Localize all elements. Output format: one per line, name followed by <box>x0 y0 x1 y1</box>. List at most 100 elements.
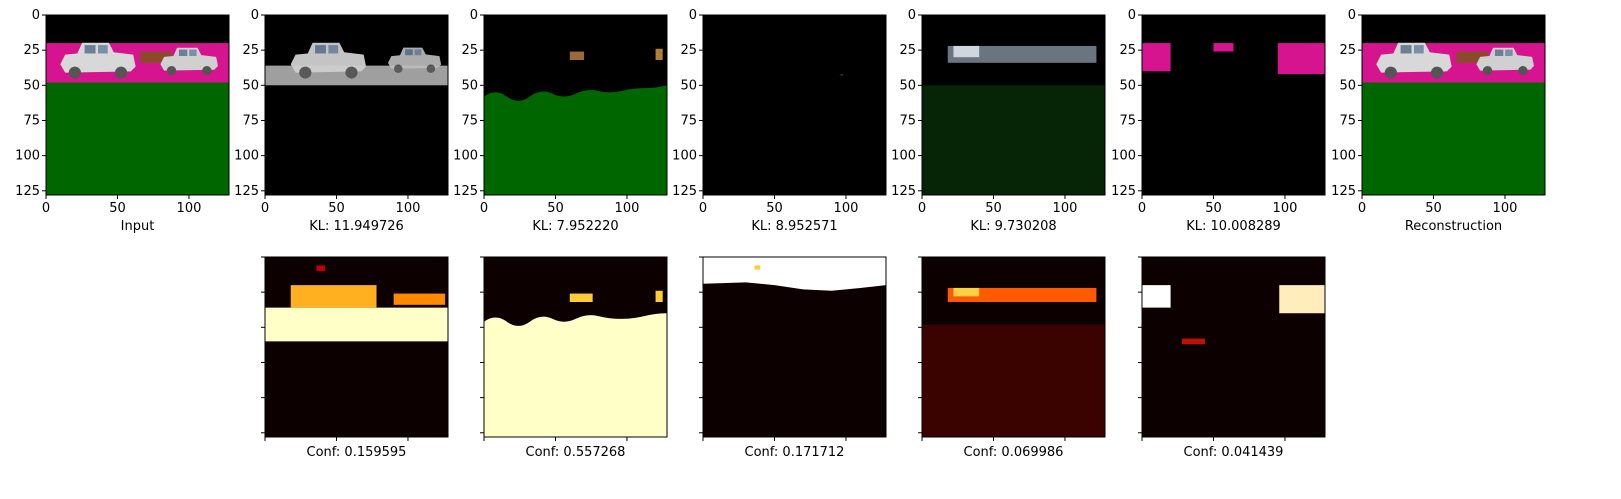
row1-panel-4: 0 50 100 0 25 50 75 100 125 KL: 8.952571 <box>672 8 887 234</box>
row1-panel-5-xtick-label: 50 <box>985 201 1002 216</box>
row1-panel-4-xtick-label: 100 <box>834 201 859 216</box>
row1-panel-1-xtick-label: 50 <box>109 201 126 216</box>
row1-panel-1-ytick-label: 125 <box>15 184 40 199</box>
row1-panel-6-ytick-label: 75 <box>1119 113 1136 128</box>
row1-panel-2-ytick-label: 100 <box>234 149 259 164</box>
row2-panel-3-content <box>703 257 886 437</box>
row1-panel-7-ytick-label: 125 <box>1331 184 1356 199</box>
row1-panel-7-caption: Reconstruction <box>1404 219 1503 234</box>
row2-panel-4: Conf: 0.069986 <box>918 256 1106 460</box>
row2-panel-1-caption: Conf: 0.159595 <box>306 445 407 460</box>
row1-panel-5-xtick-label: 100 <box>1053 201 1078 216</box>
row1-panel-6-xtick-label: 0 <box>1138 201 1146 216</box>
row2-panel-4-frame <box>921 256 1106 438</box>
row1-panel-1-frame <box>45 14 230 196</box>
row1-panel-3-xtick-label: 50 <box>547 201 564 216</box>
row1-panel-4-content <box>703 15 886 195</box>
row2-panel-2-caption: Conf: 0.557268 <box>525 445 626 460</box>
row1-panel-7-xtick-label: 50 <box>1425 201 1442 216</box>
row1-panel-6-ytick-label: 100 <box>1111 149 1136 164</box>
row1-panel-1: 0 50 100 0 25 50 75 100 125 Input <box>15 8 230 234</box>
row1-panel-3-ytick-label: 0 <box>470 8 478 23</box>
row1-panel-7-image: 0 50 100 0 25 50 75 100 125 <box>1331 8 1546 216</box>
row1-panel-6-ytick-label: 50 <box>1119 78 1136 93</box>
row1-panel-1-ytick-label: 100 <box>15 149 40 164</box>
row1-panel-6: 0 50 100 0 25 50 75 100 125 KL: 10.008289 <box>1111 8 1326 234</box>
row1-panel-6-content <box>1142 15 1325 195</box>
row1-panel-5-ytick-label: 25 <box>899 43 916 58</box>
row2-panel-4-caption: Conf: 0.069986 <box>963 445 1064 460</box>
row1-panel-6-frame <box>1141 14 1326 196</box>
row1-panel-4-ytick-label: 125 <box>672 184 697 199</box>
row1-panel-4-ytick-label: 0 <box>689 8 697 23</box>
row2-panel-5-caption: Conf: 0.041439 <box>1183 445 1284 460</box>
row1-panel-4-xtick-label: 50 <box>766 201 783 216</box>
row1-panel-5-ytick-label: 100 <box>891 149 916 164</box>
row1-panel-4-frame <box>702 14 887 196</box>
row2-panel-1-content <box>265 257 448 437</box>
row1-panel-3-ytick-label: 25 <box>461 43 478 58</box>
row1-panel-4-ytick-label: 25 <box>680 43 697 58</box>
row1-panel-3-frame <box>483 14 668 196</box>
row2-panel-4-content <box>922 257 1105 437</box>
row1-panel-6-xtick-label: 100 <box>1273 201 1298 216</box>
row1-panel-3: 0 50 100 0 25 50 75 100 125 KL: 7.952220 <box>453 8 668 234</box>
row2-panel-1-frame <box>264 256 449 438</box>
row1-panel-7-ytick-label: 25 <box>1339 43 1356 58</box>
row1-panel-7-xtick-label: 100 <box>1493 201 1518 216</box>
row1-panel-5-xtick-label: 0 <box>918 201 926 216</box>
row2-panel-2-image <box>480 256 668 441</box>
row1-panel-3-content <box>484 15 667 195</box>
row2-panel-1-image <box>261 256 449 441</box>
row1-panel-5-ytick-label: 50 <box>899 78 916 93</box>
row1-panel-2-xtick-label: 100 <box>396 201 421 216</box>
row1-panel-4-caption: KL: 8.952571 <box>751 219 838 234</box>
row1-panel-4-ytick-label: 75 <box>680 113 697 128</box>
row2-panel-2-frame <box>483 256 668 438</box>
row1-panel-6-caption: KL: 10.008289 <box>1186 219 1281 234</box>
row1-panel-1-caption: Input <box>120 219 155 234</box>
row1-panel-2-caption: KL: 11.949726 <box>309 219 404 234</box>
row1-panel-7-frame <box>1361 14 1546 196</box>
row1-panel-7-ytick-label: 50 <box>1339 78 1356 93</box>
row1-panel-2-ytick-label: 0 <box>251 8 259 23</box>
row1-panel-1-ytick-label: 0 <box>32 8 40 23</box>
row2-panel-2-content <box>484 257 667 437</box>
row1-panel-7-ytick-label: 100 <box>1331 149 1356 164</box>
row1-panel-3-ytick-label: 50 <box>461 78 478 93</box>
row1-panel-1-ytick-label: 75 <box>23 113 40 128</box>
row2-panel-5-frame <box>1141 256 1326 438</box>
row2-panel-3-frame <box>702 256 887 438</box>
row1-panel-2: 0 50 100 0 25 50 75 100 125 KL: 11.949726 <box>234 8 449 234</box>
row1-panel-3-xtick-label: 0 <box>480 201 488 216</box>
row1-panel-1-content <box>46 15 229 195</box>
row1-panel-4-image: 0 50 100 0 25 50 75 100 125 <box>672 8 887 216</box>
row1-panel-1-image: 0 50 100 0 25 50 75 100 125 <box>15 8 230 216</box>
row1-panel-2-frame <box>264 14 449 196</box>
row1-panel-3-ytick-label: 125 <box>453 184 478 199</box>
row1-panel-4-ytick-label: 50 <box>680 78 697 93</box>
row1-panel-3-ytick-label: 75 <box>461 113 478 128</box>
row1-panel-2-ytick-label: 50 <box>242 78 259 93</box>
row1-panel-2-image: 0 50 100 0 25 50 75 100 125 <box>234 8 449 216</box>
row2-panel-1: Conf: 0.159595 <box>261 256 449 460</box>
row2-panel-2: Conf: 0.557268 <box>480 256 668 460</box>
row1-panel-1-ytick-label: 50 <box>23 78 40 93</box>
row1-panel-7-ytick-label: 75 <box>1339 113 1356 128</box>
row1-panel-5-image: 0 50 100 0 25 50 75 100 125 <box>891 8 1106 216</box>
row2-panel-3: Conf: 0.171712 <box>699 256 887 460</box>
row1-panel-6-ytick-label: 125 <box>1111 184 1136 199</box>
row1-panel-2-content <box>265 15 448 195</box>
row1-panel-2-xtick-label: 50 <box>328 201 345 216</box>
row2-panel-5-image <box>1138 256 1326 441</box>
row2-panel-3-caption: Conf: 0.171712 <box>744 445 845 460</box>
row1-panel-6-xtick-label: 50 <box>1205 201 1222 216</box>
row1-panel-7-xtick-label: 0 <box>1358 201 1366 216</box>
row1-panel-4-xtick-label: 0 <box>699 201 707 216</box>
row1-panel-1-ytick-label: 25 <box>23 43 40 58</box>
row1-panel-3-ytick-label: 100 <box>453 149 478 164</box>
row1-panel-6-image: 0 50 100 0 25 50 75 100 125 <box>1111 8 1326 216</box>
row1-panel-7: 0 50 100 0 25 50 75 100 125 Reconstruction <box>1331 8 1546 234</box>
row1-panel-5: 0 50 100 0 25 50 75 100 125 KL: 9.730208 <box>891 8 1106 234</box>
row2-panel-5: Conf: 0.041439 <box>1138 256 1326 460</box>
